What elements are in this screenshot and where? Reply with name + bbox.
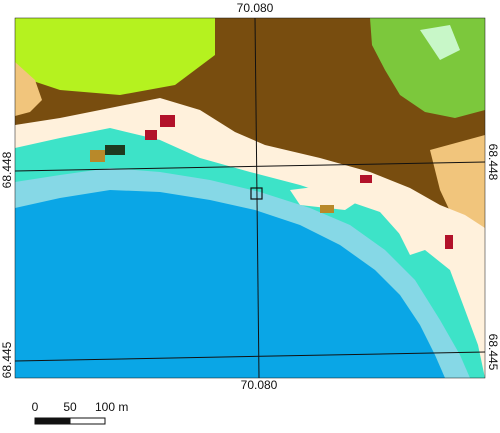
parallel-label-right: 68.445 xyxy=(486,334,500,371)
land-cover-raster xyxy=(15,18,485,378)
beach xyxy=(290,185,360,210)
scale-bar-segment xyxy=(69,417,106,425)
beach xyxy=(395,215,440,255)
parallel xyxy=(14,161,486,172)
parallel xyxy=(14,351,486,362)
olive-patch xyxy=(320,205,334,213)
red-patch xyxy=(360,175,372,183)
meridian-label-bottom: 70.080 xyxy=(241,378,278,392)
scale-bar-segment xyxy=(34,417,71,425)
dark-patch xyxy=(105,145,125,155)
scale-label: 0 xyxy=(32,400,39,414)
sand xyxy=(430,135,485,235)
meridian xyxy=(254,17,260,379)
scale-label: 50 xyxy=(63,400,77,414)
red-patch xyxy=(145,130,157,140)
parallel-label-left: 68.445 xyxy=(0,341,14,378)
meridian-label-top: 70.080 xyxy=(237,1,274,15)
red-patch xyxy=(160,115,175,127)
parallel-label-right: 68.448 xyxy=(486,144,500,181)
sand xyxy=(15,62,42,116)
map-frame xyxy=(14,17,486,379)
parallel-label-left: 68.448 xyxy=(0,151,14,188)
red-patch xyxy=(445,235,453,249)
scale-bar: 0 50 100 m xyxy=(32,400,128,425)
location-marker xyxy=(250,187,263,200)
olive-patch xyxy=(90,150,105,162)
water xyxy=(15,190,445,378)
grassland xyxy=(15,18,215,95)
scale-label: 100 m xyxy=(95,400,128,414)
light-vegetation xyxy=(420,25,460,60)
